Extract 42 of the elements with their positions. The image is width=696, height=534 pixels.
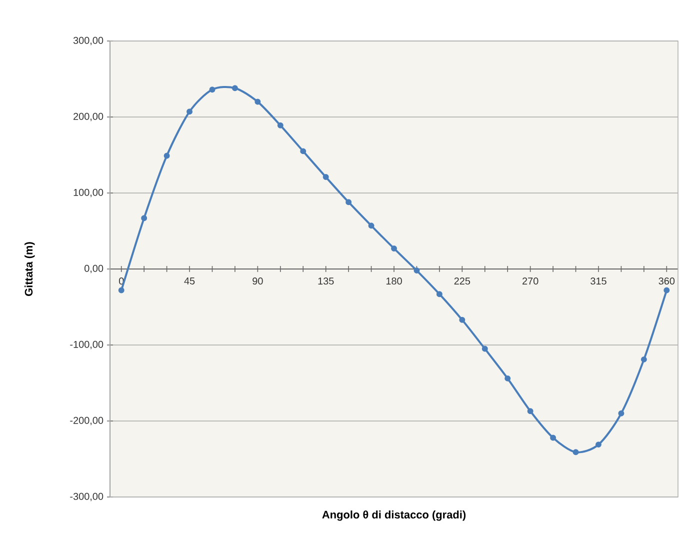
point — [527, 408, 534, 414]
y-tick-label: 100,00 — [74, 188, 104, 198]
y-tick-label: -100,00 — [70, 340, 104, 350]
x-tick-label: 180 — [386, 278, 402, 285]
point — [141, 215, 148, 222]
x-tick-label: 45 — [184, 277, 195, 284]
point — [254, 98, 261, 105]
y-tick-label: 200,00 — [74, 112, 104, 122]
x-tick-label: 225 — [454, 278, 470, 285]
point — [550, 434, 556, 441]
point — [322, 174, 329, 180]
y-tick-label: 300,00 — [73, 36, 104, 46]
point — [300, 148, 306, 154]
y-axis-title: Gittata (m) — [24, 242, 35, 296]
point — [391, 245, 397, 252]
x-tick-label: 270 — [522, 278, 538, 285]
x-tick-label: 90 — [252, 278, 263, 285]
point — [232, 85, 238, 92]
point — [664, 287, 670, 294]
point — [368, 222, 374, 229]
point — [459, 316, 466, 323]
point — [482, 346, 488, 352]
point — [346, 199, 352, 206]
y-tick-label: 0,00 — [84, 264, 104, 274]
point — [209, 86, 216, 93]
point — [186, 108, 193, 115]
point — [436, 291, 442, 298]
x-tick-label: 360 — [658, 278, 675, 285]
point — [640, 356, 647, 362]
point — [572, 449, 579, 456]
point — [414, 268, 420, 274]
y-tick-label: -200,00 — [70, 416, 104, 426]
point — [595, 442, 602, 448]
x-axis-title: Angolo θ di distacco (gradi) — [322, 510, 466, 521]
point — [118, 287, 124, 294]
point — [504, 375, 511, 382]
point — [618, 410, 624, 416]
y-tick-label: -300,00 — [70, 492, 104, 502]
point — [277, 122, 284, 128]
x-tick-label: 135 — [318, 278, 334, 285]
point — [164, 152, 170, 159]
x-tick-label: 315 — [590, 278, 606, 285]
